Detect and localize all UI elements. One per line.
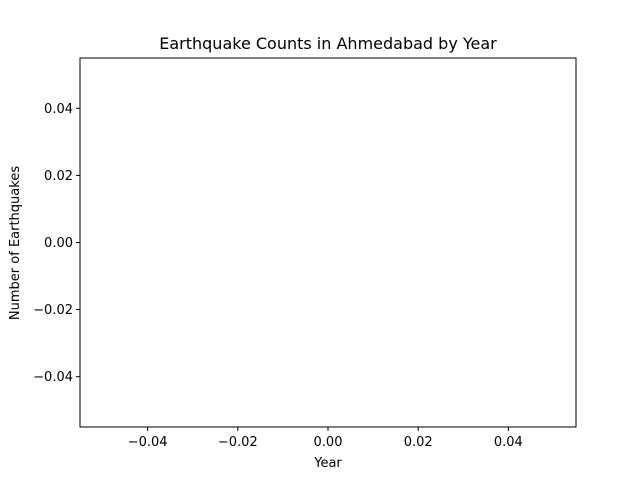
x-tick-label: −0.04 (128, 435, 168, 450)
y-tick-label: 0.00 (44, 236, 73, 251)
y-tick-label: −0.02 (33, 303, 73, 318)
x-axis-label: Year (313, 456, 342, 471)
x-tick-label: 0.04 (494, 435, 523, 450)
y-axis-label: Number of Earthquakes (8, 166, 23, 320)
x-axis: −0.04 −0.02 0.00 0.02 0.04 (128, 427, 523, 450)
plot-area (79, 57, 577, 428)
x-tick-label: 0.00 (314, 435, 343, 450)
x-tick-label: 0.02 (404, 435, 433, 450)
y-tick-label: 0.04 (44, 102, 73, 117)
x-tick-label: −0.02 (218, 435, 258, 450)
chart-title: Earthquake Counts in Ahmedabad by Year (159, 34, 497, 53)
y-axis: −0.04 −0.02 0.00 0.02 0.04 (33, 102, 80, 385)
y-tick-label: −0.04 (33, 370, 73, 385)
y-tick-label: 0.02 (44, 169, 73, 184)
